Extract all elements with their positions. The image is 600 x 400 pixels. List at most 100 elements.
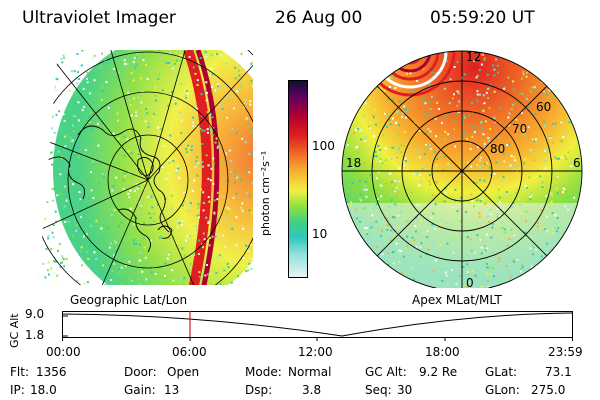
speckle-pixel xyxy=(152,112,155,115)
speckle-pixel xyxy=(392,250,395,253)
speckle-pixel xyxy=(73,70,76,73)
speckle-pixel xyxy=(128,98,131,101)
speckle-pixel xyxy=(234,77,237,80)
speckle-pixel xyxy=(486,247,489,250)
speckle-pixel xyxy=(192,66,195,69)
speckle-pixel xyxy=(583,125,585,127)
speckle-pixel xyxy=(178,221,181,224)
speckle-pixel xyxy=(442,169,445,172)
speckle-pixel xyxy=(24,123,26,125)
speckle-pixel xyxy=(92,160,95,163)
speckle-pixel xyxy=(202,232,205,235)
speckle-pixel xyxy=(110,214,113,217)
speckle-pixel xyxy=(406,72,408,75)
speckle-pixel xyxy=(539,175,542,178)
speckle-pixel xyxy=(391,98,394,101)
speckle-pixel xyxy=(177,167,180,170)
speckle-pixel xyxy=(351,79,354,82)
speckle-pixel xyxy=(154,114,157,117)
speckle-pixel xyxy=(495,161,498,164)
speckle-pixel xyxy=(72,71,75,74)
speckle-pixel xyxy=(431,194,434,197)
speckle-pixel xyxy=(116,112,119,115)
speckle-pixel xyxy=(349,112,352,115)
speckle-pixel xyxy=(19,198,21,200)
speckle-pixel xyxy=(359,220,362,223)
alt-xtick-0600: 06:00 xyxy=(172,345,207,359)
speckle-pixel xyxy=(556,86,559,89)
speckle-pixel xyxy=(51,199,54,202)
speckle-pixel xyxy=(582,274,584,276)
glon-label: GLon: xyxy=(485,383,520,397)
ip-value: 18.0 xyxy=(30,383,57,397)
speckle-pixel xyxy=(515,192,518,195)
speckle-pixel xyxy=(431,223,434,226)
speckle-pixel xyxy=(403,105,406,108)
speckle-pixel xyxy=(463,114,466,117)
speckle-pixel xyxy=(130,281,133,284)
speckle-pixel xyxy=(342,276,343,279)
speckle-pixel xyxy=(61,281,64,284)
speckle-pixel xyxy=(434,203,437,206)
speckle-pixel xyxy=(43,44,45,46)
speckle-pixel xyxy=(166,257,169,260)
speckle-pixel xyxy=(32,267,34,269)
speckle-pixel xyxy=(75,224,78,227)
speckle-pixel xyxy=(369,121,372,124)
speckle-pixel xyxy=(21,265,23,267)
speckle-pixel xyxy=(485,91,488,94)
speckle-pixel xyxy=(342,237,344,240)
speckle-pixel xyxy=(204,287,206,289)
speckle-pixel xyxy=(130,71,133,74)
speckle-pixel xyxy=(350,204,353,207)
speckle-pixel xyxy=(51,163,54,166)
speckle-pixel xyxy=(350,201,353,204)
speckle-pixel xyxy=(146,77,149,80)
speckle-pixel xyxy=(192,121,194,124)
speckle-pixel xyxy=(41,202,43,205)
speckle-pixel xyxy=(365,231,367,234)
speckle-pixel xyxy=(201,143,204,145)
speckle-pixel xyxy=(54,77,57,80)
speckle-pixel xyxy=(35,147,37,149)
speckle-pixel xyxy=(488,209,491,211)
speckle-pixel xyxy=(387,252,389,255)
right-panel-caption: Apex MLat/MLT xyxy=(412,293,502,307)
speckle-pixel xyxy=(231,227,234,230)
speckle-pixel xyxy=(568,121,571,124)
speckle-pixel xyxy=(434,72,437,74)
speckle-pixel xyxy=(474,129,477,132)
speckle-pixel xyxy=(103,143,106,145)
speckle-pixel xyxy=(380,56,383,59)
speckle-pixel xyxy=(20,132,22,134)
speckle-pixel xyxy=(186,182,189,185)
speckle-pixel xyxy=(57,150,60,153)
lat-label-60: 60 xyxy=(536,100,551,114)
speckle-pixel xyxy=(398,261,401,264)
speckle-pixel xyxy=(206,264,208,266)
speckle-pixel xyxy=(131,176,134,179)
speckle-pixel xyxy=(209,179,212,182)
speckle-pixel xyxy=(386,72,389,75)
speckle-pixel xyxy=(395,286,397,288)
speckle-pixel xyxy=(381,264,384,267)
speckle-pixel xyxy=(435,180,438,183)
speckle-pixel xyxy=(50,127,53,130)
speckle-pixel xyxy=(457,100,460,103)
speckle-pixel xyxy=(437,108,440,110)
speckle-pixel xyxy=(159,236,162,239)
speckle-pixel xyxy=(50,267,53,270)
speckle-pixel xyxy=(35,97,37,99)
speckle-pixel xyxy=(481,54,484,56)
speckle-pixel xyxy=(374,150,377,153)
speckle-pixel xyxy=(18,164,20,166)
speckle-pixel xyxy=(405,220,408,223)
speckle-pixel xyxy=(342,61,345,64)
speckle-pixel xyxy=(583,172,585,174)
speckle-pixel xyxy=(391,216,394,218)
seq-value: 30 xyxy=(397,383,413,397)
speckle-pixel xyxy=(21,241,23,243)
speckle-pixel xyxy=(158,73,161,76)
speckle-pixel xyxy=(123,59,126,62)
speckle-pixel xyxy=(185,186,188,189)
